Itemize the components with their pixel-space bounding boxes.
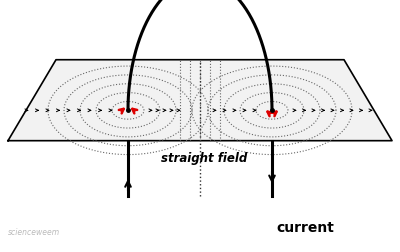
Polygon shape <box>8 60 392 141</box>
Text: straight field: straight field <box>161 151 247 164</box>
Text: current: current <box>276 220 334 234</box>
Text: scienceweem: scienceweem <box>8 227 60 236</box>
